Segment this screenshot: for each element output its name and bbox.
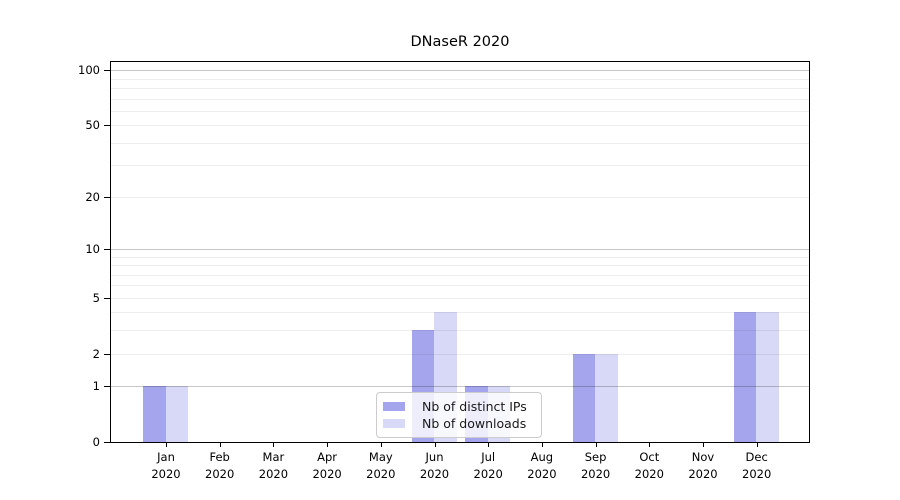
- legend-label-distinct-ips: Nb of distinct IPs: [422, 398, 527, 414]
- y-tick-label-50: 50: [85, 118, 100, 133]
- x-tick-jul: [488, 443, 490, 447]
- gridline-30: [111, 165, 809, 167]
- gridline-40: [111, 142, 809, 144]
- legend-row-downloads: Nb of downloads: [383, 416, 535, 431]
- gridline-10: [111, 248, 809, 250]
- x-tick-dec: [756, 443, 758, 447]
- gridline-70: [111, 98, 809, 100]
- gridline-80: [111, 88, 809, 90]
- x-tick-label-sep: Sep 2020: [580, 450, 611, 481]
- y-tick-label-5: 5: [92, 290, 100, 305]
- gridline-60: [111, 110, 809, 112]
- gridline-6: [111, 285, 809, 287]
- bar-downloads-jan: [165, 386, 188, 442]
- gridline-8: [111, 265, 809, 266]
- downloads-swatch-icon: [383, 419, 405, 429]
- y-tick-label-10: 10: [85, 241, 100, 256]
- legend-label-downloads: Nb of downloads: [422, 416, 527, 432]
- x-tick-oct: [649, 443, 651, 447]
- bar-downloads-sep: [595, 353, 618, 442]
- x-tick-label-jan: Jan 2020: [151, 450, 181, 481]
- x-tick-mar: [273, 443, 275, 447]
- y-tick-50: [104, 125, 110, 127]
- x-tick-jan: [166, 443, 167, 447]
- x-tick-label-may: May 2020: [366, 450, 396, 481]
- gridline-2: [111, 353, 809, 355]
- gridline-1: [111, 386, 809, 388]
- gridline-100: [111, 70, 809, 72]
- x-tick-feb: [219, 443, 221, 447]
- gridline-5: [111, 297, 809, 299]
- bar-distinct-ips-sep: [572, 353, 596, 442]
- y-tick-label-0: 0: [92, 435, 100, 449]
- x-tick-label-apr: Apr 2020: [312, 450, 342, 481]
- gridline-50: [111, 125, 809, 127]
- y-tick-10: [104, 248, 110, 250]
- gridline-4: [111, 312, 809, 314]
- x-tick-label-mar: Mar 2020: [258, 450, 289, 481]
- legend: Nb of distinct IPs Nb of downloads: [376, 392, 542, 438]
- y-tick-5: [104, 297, 110, 299]
- x-tick-nov: [703, 443, 704, 447]
- gridline-20: [111, 196, 809, 198]
- x-tick-label-oct: Oct 2020: [634, 450, 664, 481]
- gridline-9: [111, 256, 809, 258]
- x-tick-jun: [434, 443, 436, 447]
- y-tick-label-1: 1: [92, 379, 100, 394]
- x-tick-label-aug: Aug 2020: [527, 450, 557, 481]
- x-tick-apr: [327, 443, 329, 447]
- y-tick-label-20: 20: [85, 189, 100, 204]
- distinct-ips-swatch-icon: [383, 401, 405, 411]
- gridline-90: [111, 78, 809, 80]
- y-tick-1: [104, 386, 110, 388]
- x-tick-label-jul: Jul 2020: [473, 450, 503, 481]
- x-tick-label-dec: Dec 2020: [742, 450, 772, 481]
- y-tick-0: [104, 442, 110, 443]
- legend-row-distinct-ips: Nb of distinct IPs: [383, 399, 535, 414]
- y-tick-label-2: 2: [92, 346, 100, 361]
- y-tick-label-100: 100: [78, 63, 100, 78]
- bar-downloads-dec: [756, 312, 779, 442]
- bar-distinct-ips-dec: [733, 312, 757, 442]
- y-tick-2: [104, 353, 110, 355]
- chart-title: DNaseR 2020: [410, 34, 510, 50]
- y-tick-20: [104, 196, 110, 198]
- x-tick-may: [380, 443, 382, 447]
- y-tick-100: [104, 70, 110, 72]
- plot-area: Nb of distinct IPs Nb of downloads: [110, 61, 810, 443]
- x-tick-label-nov: Nov 2020: [688, 450, 718, 481]
- x-tick-aug: [541, 443, 543, 447]
- bar-distinct-ips-jan: [143, 386, 166, 442]
- x-tick-label-feb: Feb 2020: [205, 450, 235, 481]
- gridline-7: [111, 274, 809, 276]
- x-tick-label-jun: Jun 2020: [419, 450, 450, 481]
- gridline-3: [111, 330, 809, 332]
- x-tick-sep: [595, 443, 597, 447]
